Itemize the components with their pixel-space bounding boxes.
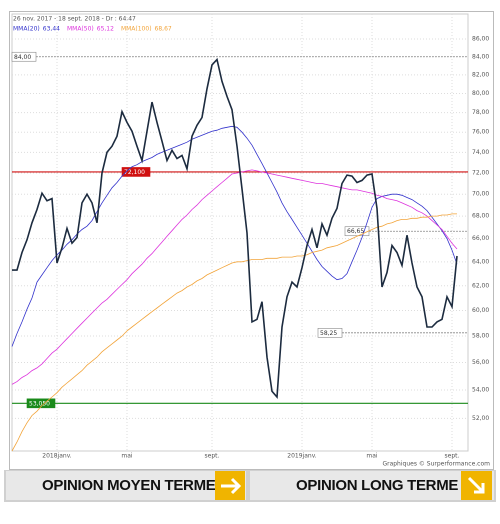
y-tick-label: 56,00 — [472, 359, 489, 366]
y-tick-label: 62,00 — [472, 282, 489, 289]
footer: Graphiques © Surperformance.com — [382, 461, 490, 468]
level-label-box — [11, 51, 37, 62]
plot-area — [11, 13, 469, 452]
y-tick-label: 66,00 — [472, 235, 489, 242]
arrow-icon[interactable] — [467, 476, 485, 494]
x-tick-label: 2018janv. — [42, 453, 72, 460]
header: 26 nov. 2017 - 18 sept. 2018 - Dr : 64,4… — [13, 16, 136, 23]
x-tick-label: mai — [366, 453, 378, 460]
level-label: 53,050 — [29, 400, 50, 407]
x-tick-label: mai — [121, 453, 133, 460]
level-label: 84,00 — [14, 54, 31, 61]
level-label: 72,100 — [124, 169, 145, 176]
y-tick-label: 72,00 — [472, 169, 489, 176]
button-long[interactable] — [250, 471, 494, 500]
y-tick-label: 58,00 — [472, 333, 489, 340]
series-line — [11, 169, 458, 385]
legend-name: MMA(20) — [13, 26, 40, 33]
level-label: 58,25 — [320, 330, 337, 337]
y-tick-label: 54,00 — [472, 386, 489, 393]
series-line — [11, 213, 457, 452]
y-tick-label: 60,00 — [472, 307, 489, 314]
level-label-box — [317, 328, 343, 338]
level-label-box — [121, 167, 151, 177]
y-tick-label: 82,00 — [472, 71, 489, 78]
legend-value: 68,67 — [155, 26, 172, 33]
y-tick-label: 78,00 — [472, 109, 489, 116]
y-tick-label: 64,00 — [472, 258, 489, 265]
legend-value: 63,44 — [43, 26, 60, 33]
y-tick-label: 70,00 — [472, 191, 489, 198]
button-label[interactable]: OPINION LONG TERME — [296, 477, 459, 494]
button-label[interactable]: OPINION MOYEN TERME — [42, 477, 216, 494]
y-tick-label: 76,00 — [472, 129, 489, 136]
button-medium[interactable] — [6, 471, 246, 500]
x-tick-label: sept. — [445, 453, 460, 460]
chart-frame — [9, 11, 494, 470]
series-line — [12, 57, 458, 399]
y-tick-label: 68,00 — [472, 213, 489, 220]
legend-name: MMA(50) — [67, 26, 94, 33]
x-tick-label: sept. — [205, 453, 220, 460]
arrow-icon[interactable] — [221, 477, 242, 495]
level-label: 66,65 — [347, 228, 364, 235]
y-tick-label: 84,00 — [472, 53, 489, 60]
legend-value: 65,12 — [97, 26, 114, 33]
y-tick-label: 74,00 — [472, 149, 489, 156]
y-tick-label: 80,00 — [472, 90, 489, 97]
legend-name: MMA(100) — [121, 26, 152, 33]
level-label-box — [26, 398, 56, 409]
x-tick-label: 2019janv. — [287, 453, 317, 460]
y-tick-label: 52,00 — [472, 415, 489, 422]
y-tick-label: 86,00 — [472, 36, 489, 43]
